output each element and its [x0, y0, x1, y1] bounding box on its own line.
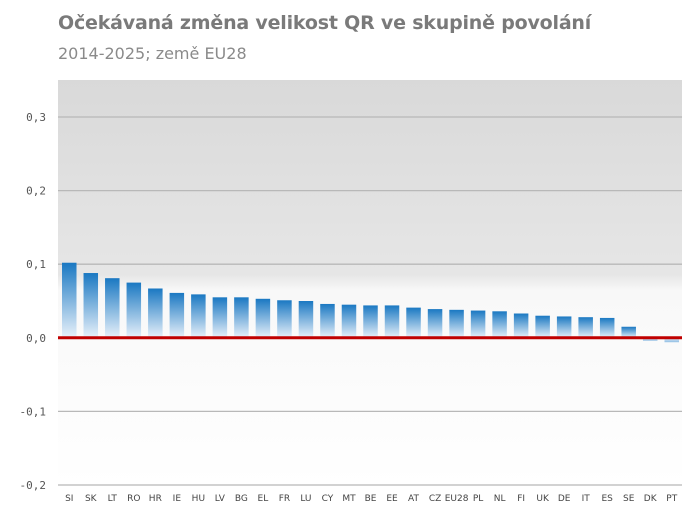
- y-tick-label: -0,2: [20, 479, 47, 492]
- plot-background: [58, 80, 682, 485]
- x-tick-label: CY: [322, 494, 334, 504]
- bar-mt: [341, 304, 357, 338]
- x-tick-label: CZ: [429, 494, 441, 504]
- x-tick-label: SK: [85, 494, 98, 504]
- bar-lv: [212, 297, 228, 338]
- x-tick-label: IE: [173, 494, 182, 504]
- y-tick-label: 0,2: [26, 185, 46, 198]
- x-tick-label: NL: [494, 494, 506, 504]
- bar-cz: [427, 309, 443, 338]
- x-tick-label: EE: [386, 494, 398, 504]
- x-tick-label: DK: [644, 494, 658, 504]
- bar-si: [62, 262, 77, 338]
- x-tick-label: LU: [300, 494, 311, 504]
- bar-se: [621, 326, 636, 338]
- x-tick-label: LT: [108, 494, 118, 504]
- bar-ee: [384, 305, 400, 338]
- bar-lu: [298, 301, 314, 338]
- bar-nl: [492, 311, 507, 338]
- x-tick-label: FI: [517, 494, 525, 504]
- bar-el: [255, 298, 271, 338]
- x-axis: SI SK LT RO HR IE HU LV BG EL FR LU CY MT BE EE AT CZ EU28…: [65, 494, 678, 504]
- chart-title: Očekávaná změna velikost QR ve skupině p…: [58, 12, 592, 34]
- x-tick-label: ES: [601, 494, 613, 504]
- x-tick-label: FR: [279, 494, 290, 504]
- bar-sk: [83, 273, 99, 338]
- bar-pt: [664, 337, 679, 343]
- y-axis: 0,3 0,2 0,1 0,0 -0,1 -0,2: [20, 111, 47, 492]
- x-tick-label: BG: [235, 494, 248, 504]
- x-tick-label: RO: [127, 494, 140, 504]
- y-tick-label: 0,1: [26, 258, 46, 271]
- x-tick-label: HU: [192, 494, 205, 504]
- bar-es: [599, 317, 615, 338]
- bar-eu28: [449, 309, 464, 338]
- bar-pl: [470, 310, 486, 338]
- x-tick-label: DE: [558, 494, 571, 504]
- bar-at: [406, 307, 421, 338]
- x-tick-label: PL: [473, 494, 483, 504]
- y-tick-label: 0,0: [26, 332, 46, 345]
- x-tick-label: UK: [536, 494, 550, 504]
- x-tick-label: IT: [582, 494, 591, 504]
- bar-hr: [148, 288, 163, 338]
- x-tick-label: AT: [408, 494, 419, 504]
- x-tick-label: SE: [623, 494, 635, 504]
- x-tick-label: EL: [258, 494, 269, 504]
- bar-hu: [191, 294, 206, 338]
- x-tick-label: PT: [666, 494, 677, 504]
- x-tick-label: HR: [149, 494, 162, 504]
- chart-subtitle: 2014-2025; země EU28: [58, 44, 247, 63]
- bar-ie: [169, 292, 185, 338]
- bar-de: [556, 316, 572, 338]
- bar-uk: [535, 315, 550, 338]
- x-tick-label: LV: [215, 494, 226, 504]
- bar-fi: [513, 313, 529, 338]
- bar-lt: [105, 278, 120, 338]
- bar-it: [578, 317, 593, 338]
- bars: [62, 262, 679, 343]
- y-tick-label: 0,3: [26, 111, 46, 124]
- x-tick-label: EU28: [445, 494, 469, 504]
- x-tick-label: MT: [342, 494, 356, 504]
- x-tick-label: BE: [365, 494, 377, 504]
- bar-cy: [320, 303, 335, 338]
- bar-ro: [126, 282, 142, 338]
- x-tick-label: SI: [65, 494, 73, 504]
- bar-bg: [234, 297, 249, 338]
- bar-fr: [277, 300, 292, 338]
- y-tick-label: -0,1: [20, 405, 47, 418]
- bar-be: [363, 305, 378, 338]
